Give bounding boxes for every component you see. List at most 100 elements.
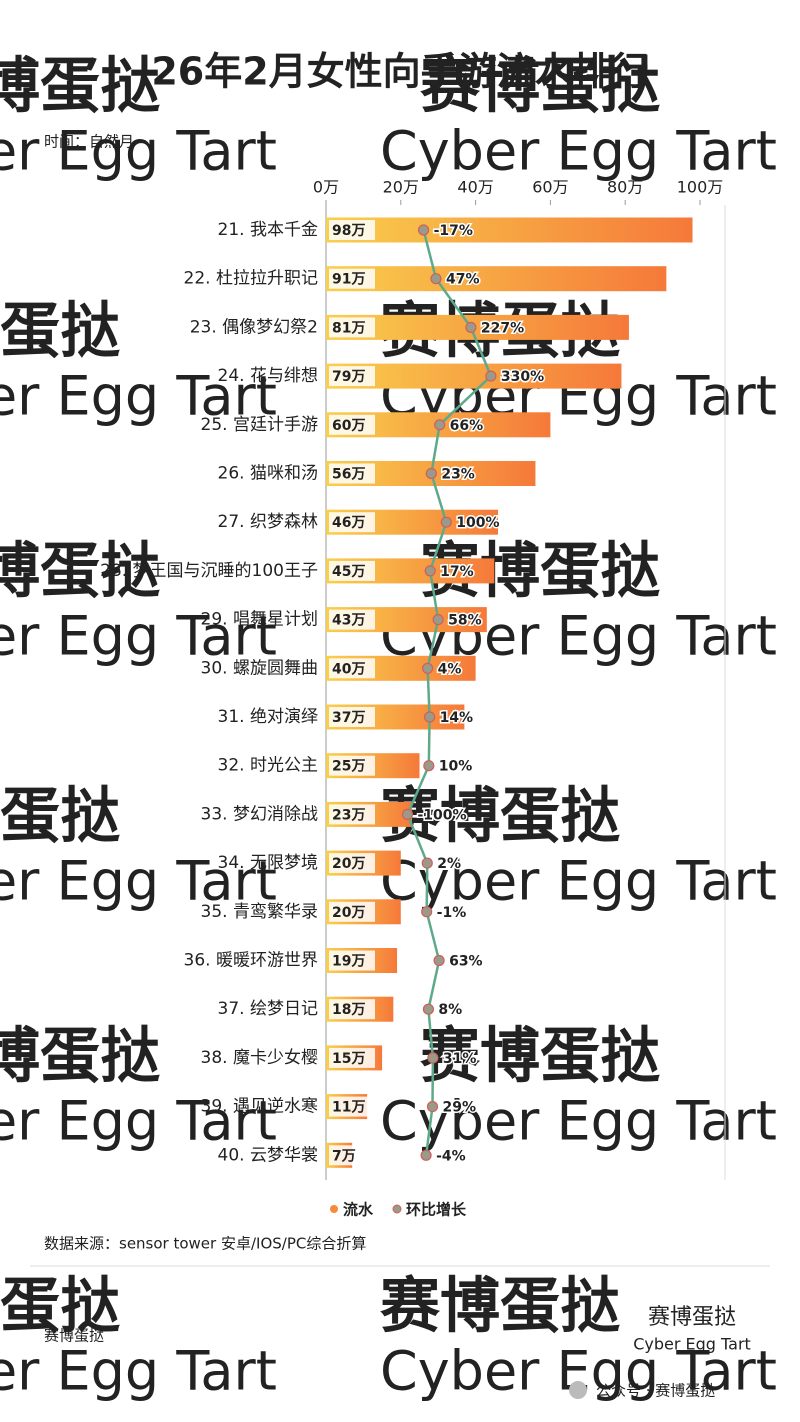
y-tick-label: 32. 时光公主 bbox=[218, 756, 318, 776]
watermark-text: Cyber Egg Tart bbox=[0, 605, 277, 668]
legend-swatch bbox=[392, 1204, 402, 1214]
watermark-text: Cyber Egg Tart bbox=[380, 1090, 777, 1153]
value-label: 37万 bbox=[332, 710, 365, 726]
chart-subtitle: 时间：自然月 bbox=[44, 133, 134, 151]
value-label-bg bbox=[329, 317, 375, 338]
growth-label: 100% bbox=[456, 515, 499, 531]
value-label-bg bbox=[329, 560, 375, 581]
growth-label: 47% bbox=[446, 272, 480, 288]
x-tick-label: 40万 bbox=[457, 178, 493, 197]
watermark-text: Cyber Egg Tart bbox=[380, 120, 777, 183]
value-label-bg bbox=[329, 463, 375, 484]
x-tick-label: 80万 bbox=[607, 178, 643, 197]
growth-label: 4% bbox=[438, 661, 462, 677]
growth-label: -100% bbox=[417, 807, 466, 823]
y-tick-label: 30. 螺旋圆舞曲 bbox=[201, 658, 318, 678]
value-label-bg bbox=[329, 220, 375, 240]
growth-point bbox=[422, 1003, 435, 1015]
value-label-bg bbox=[329, 999, 375, 1020]
watermark-text: 赛博蛋挞 bbox=[420, 1022, 660, 1092]
x-tick-label: 100万 bbox=[677, 178, 724, 197]
value-label-bg bbox=[329, 950, 375, 971]
growth-label: 2% bbox=[437, 856, 461, 872]
growth-label: 63% bbox=[449, 954, 483, 970]
growth-point bbox=[432, 613, 444, 626]
y-tick-label: 33. 梦幻消除战 bbox=[201, 804, 318, 824]
growth-label: 17% bbox=[440, 564, 474, 580]
y-tick-label: 39. 遇见逆水寒 bbox=[201, 1097, 318, 1117]
value-label-bg bbox=[329, 268, 375, 289]
value-label-bg bbox=[329, 1096, 375, 1117]
value-label: 79万 bbox=[332, 369, 365, 385]
watermark-text: 赛博蛋挞 bbox=[0, 1272, 120, 1342]
value-label: 20万 bbox=[332, 905, 365, 921]
y-tick-label: 34. 无限梦境 bbox=[218, 853, 318, 873]
growth-label: -17% bbox=[434, 223, 473, 239]
watermark-text: Cyber Egg Tart bbox=[0, 1090, 277, 1153]
account-icon bbox=[569, 1381, 587, 1399]
value-label: 25万 bbox=[332, 759, 365, 775]
legend-swatch bbox=[330, 1205, 338, 1213]
legend-label: 环比增长 bbox=[406, 1201, 467, 1219]
value-label-bg bbox=[329, 1047, 375, 1068]
value-label: 45万 bbox=[332, 564, 365, 580]
value-label: 7万 bbox=[332, 1148, 356, 1164]
growth-label: 14% bbox=[440, 710, 474, 726]
growth-point bbox=[422, 662, 434, 674]
growth-point bbox=[465, 321, 477, 333]
growth-label: 8% bbox=[438, 1002, 462, 1018]
growth-label: 227% bbox=[481, 320, 524, 336]
watermark-text: Cyber Egg Tart bbox=[0, 365, 277, 428]
value-label: 81万 bbox=[332, 320, 365, 336]
brand-name: 赛博蛋挞 bbox=[648, 1305, 736, 1330]
y-tick-label: 26. 猫咪和汤 bbox=[218, 464, 318, 484]
growth-label: 330% bbox=[501, 369, 544, 385]
watermark-text: 赛博蛋挞 bbox=[0, 537, 160, 607]
value-label: 19万 bbox=[332, 954, 365, 970]
growth-label: 23% bbox=[441, 467, 475, 483]
growth-point bbox=[420, 1149, 432, 1161]
value-label-bg bbox=[329, 414, 375, 435]
growth-point bbox=[427, 1052, 439, 1064]
watermark-text: Cyber Egg Tart bbox=[0, 850, 277, 913]
growth-label: -4% bbox=[436, 1148, 466, 1164]
y-tick-label: 35. 青鸾繁华录 bbox=[201, 902, 318, 922]
y-tick-label: 27. 织梦森林 bbox=[218, 512, 318, 532]
value-label-bg bbox=[329, 658, 375, 679]
value-label-bg bbox=[329, 755, 375, 776]
growth-point bbox=[401, 808, 414, 821]
y-tick-label: 25. 宫廷计手游 bbox=[201, 415, 318, 435]
y-tick-label: 31. 绝对演绎 bbox=[218, 707, 318, 727]
value-label-bg bbox=[329, 804, 375, 825]
value-label: 18万 bbox=[332, 1002, 365, 1018]
growth-point bbox=[421, 906, 433, 918]
watermark-text: Cyber Egg Tart bbox=[380, 850, 777, 913]
legend-label: 流水 bbox=[343, 1201, 374, 1219]
value-label: 23万 bbox=[332, 807, 365, 823]
brand-name-en: Cyber Egg Tart bbox=[633, 1335, 751, 1354]
value-label: 43万 bbox=[332, 613, 365, 629]
source-note: 数据来源：sensor tower 安卓/IOS/PC综合折算 bbox=[44, 1235, 366, 1253]
y-tick-label: 22. 杜拉拉升职记 bbox=[184, 269, 318, 289]
watermark-text: 赛博蛋挞 bbox=[380, 1272, 620, 1342]
growth-point bbox=[426, 1100, 439, 1113]
watermark-text: Cyber Egg Tart bbox=[0, 120, 277, 183]
growth-label: 58% bbox=[448, 613, 482, 629]
growth-label: 29% bbox=[442, 1100, 476, 1116]
value-label-bg bbox=[329, 512, 375, 533]
growth-point bbox=[423, 711, 436, 723]
growth-point bbox=[440, 516, 452, 528]
watermark-text: 赛博蛋挞 bbox=[0, 297, 120, 367]
value-label-bg bbox=[329, 853, 375, 874]
value-label: 46万 bbox=[332, 515, 365, 531]
growth-label: 31% bbox=[443, 1051, 477, 1067]
growth-point bbox=[423, 760, 435, 772]
growth-label: -1% bbox=[437, 905, 467, 921]
y-tick-label: 28. 梦王国与沉睡的100王子 bbox=[100, 561, 318, 581]
watermark-text: 赛博蛋挞 bbox=[0, 1022, 160, 1092]
y-tick-label: 36. 暖暖环游世界 bbox=[184, 951, 318, 971]
value-label-bg bbox=[329, 1145, 375, 1166]
watermark-text: 赛博蛋挞 bbox=[380, 782, 620, 852]
value-label: 15万 bbox=[332, 1051, 365, 1067]
